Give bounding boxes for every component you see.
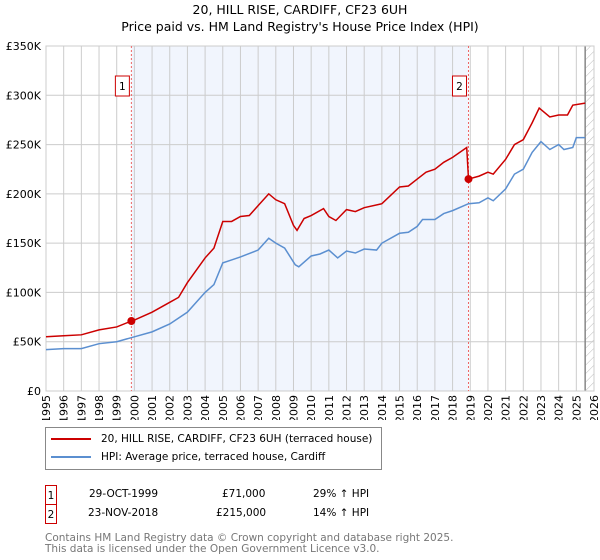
forecast-hatch	[585, 46, 594, 391]
x-tick-label: 2023	[535, 395, 548, 420]
sale-point	[464, 175, 473, 184]
y-tick-label: £200K	[6, 188, 42, 201]
x-tick-label: 2004	[199, 395, 212, 420]
legend-label-hpi: HPI: Average price, terraced house, Card…	[101, 451, 326, 463]
footer-licence: This data is licensed under the Open Gov…	[45, 543, 380, 555]
series-line-hpi	[45, 136, 586, 351]
x-tick-label: 2002	[164, 395, 177, 420]
transaction-price: £71,000	[222, 488, 266, 500]
x-tick-label: 2000	[128, 395, 141, 420]
chart-subtitle: Price paid vs. HM Land Registry's House …	[121, 19, 479, 34]
legend-label-property: 20, HILL RISE, CARDIFF, CF23 6UH (terrac…	[101, 433, 373, 445]
x-tick-label: 1998	[93, 395, 106, 420]
x-tick-label: 2012	[341, 395, 354, 420]
x-tick-label: 2008	[270, 395, 283, 420]
sale-label: 1	[119, 81, 126, 93]
x-tick-label: 2024	[553, 395, 566, 420]
x-tick-label: 1996	[58, 395, 71, 420]
shaded-ownership-period	[131, 46, 469, 391]
x-tick-label: 1999	[111, 395, 124, 420]
price-chart: 1995 1996 1997 1998 1999 2000 2001 2002 2003 2004…	[6, 40, 600, 420]
x-tick-label: 2003	[181, 395, 194, 420]
x-tick-label: 2006	[234, 395, 247, 420]
transaction-price: £215,000	[216, 507, 267, 519]
x-tick-label: 2011	[323, 395, 336, 420]
transaction-hpi: 29% ↑ HPI	[313, 488, 370, 500]
transaction-row: 2 23-NOV-2018 £215,000 14% ↑ HPI	[45, 504, 445, 524]
transaction-row: 1 29-OCT-1999 £71,000 29% ↑ HPI	[45, 485, 445, 505]
x-tick-label: 2010	[305, 395, 318, 420]
y-tick-label: £50K	[13, 336, 42, 349]
transaction-hpi: 14% ↑ HPI	[313, 507, 370, 519]
y-tick-label: £250K	[6, 139, 42, 152]
transaction-marker: 1	[45, 485, 57, 505]
x-tick-label: 2019	[464, 395, 477, 420]
legend: 20, HILL RISE, CARDIFF, CF23 6UH (terrac…	[45, 427, 382, 470]
x-tick-label: 2017	[429, 395, 442, 420]
transaction-date: 23-NOV-2018	[88, 507, 159, 519]
x-tick-label: 1995	[40, 395, 53, 420]
sale-label: 2	[456, 81, 463, 93]
x-tick-label: 2005	[217, 395, 230, 420]
series-line-property	[45, 102, 586, 338]
x-tick-label: 1997	[75, 395, 88, 420]
x-tick-label: 2018	[447, 395, 460, 420]
y-tick-label: £300K	[6, 89, 42, 102]
x-tick-label: 2015	[394, 395, 407, 420]
sale-label-box	[114, 75, 130, 97]
x-tick-label: 2021	[500, 395, 513, 420]
x-tick-label: 2009	[287, 395, 300, 420]
legend-swatch-hpi	[51, 456, 91, 458]
y-tick-label: £150K	[6, 237, 42, 250]
x-tick-label: 2001	[146, 395, 159, 420]
footer: Contains HM Land Registry data © Crown c…	[45, 533, 453, 555]
footer-copyright: Contains HM Land Registry data © Crown c…	[45, 532, 454, 544]
sale-point	[127, 317, 136, 326]
x-tick-label: 2014	[376, 395, 389, 420]
sale-label-box	[451, 75, 467, 97]
x-tick-label: 2026	[588, 395, 600, 420]
plot-frame	[45, 45, 595, 392]
x-tick-label: 2020	[482, 395, 495, 420]
y-tick-label: £100K	[6, 286, 42, 299]
transaction-marker: 2	[45, 504, 57, 524]
chart-title: 20, HILL RISE, CARDIFF, CF23 6UH	[192, 2, 408, 17]
transaction-date: 29-OCT-1999	[89, 488, 158, 500]
x-tick-label: 2013	[358, 395, 371, 420]
x-tick-label: 2025	[570, 395, 583, 420]
x-tick-label: 2022	[517, 395, 530, 420]
x-tick-label: 2016	[411, 395, 424, 420]
y-tick-label: £0	[27, 385, 41, 398]
x-tick-label: 2007	[252, 395, 265, 420]
legend-swatch-property	[51, 438, 91, 440]
y-tick-label: £350K	[6, 40, 42, 53]
